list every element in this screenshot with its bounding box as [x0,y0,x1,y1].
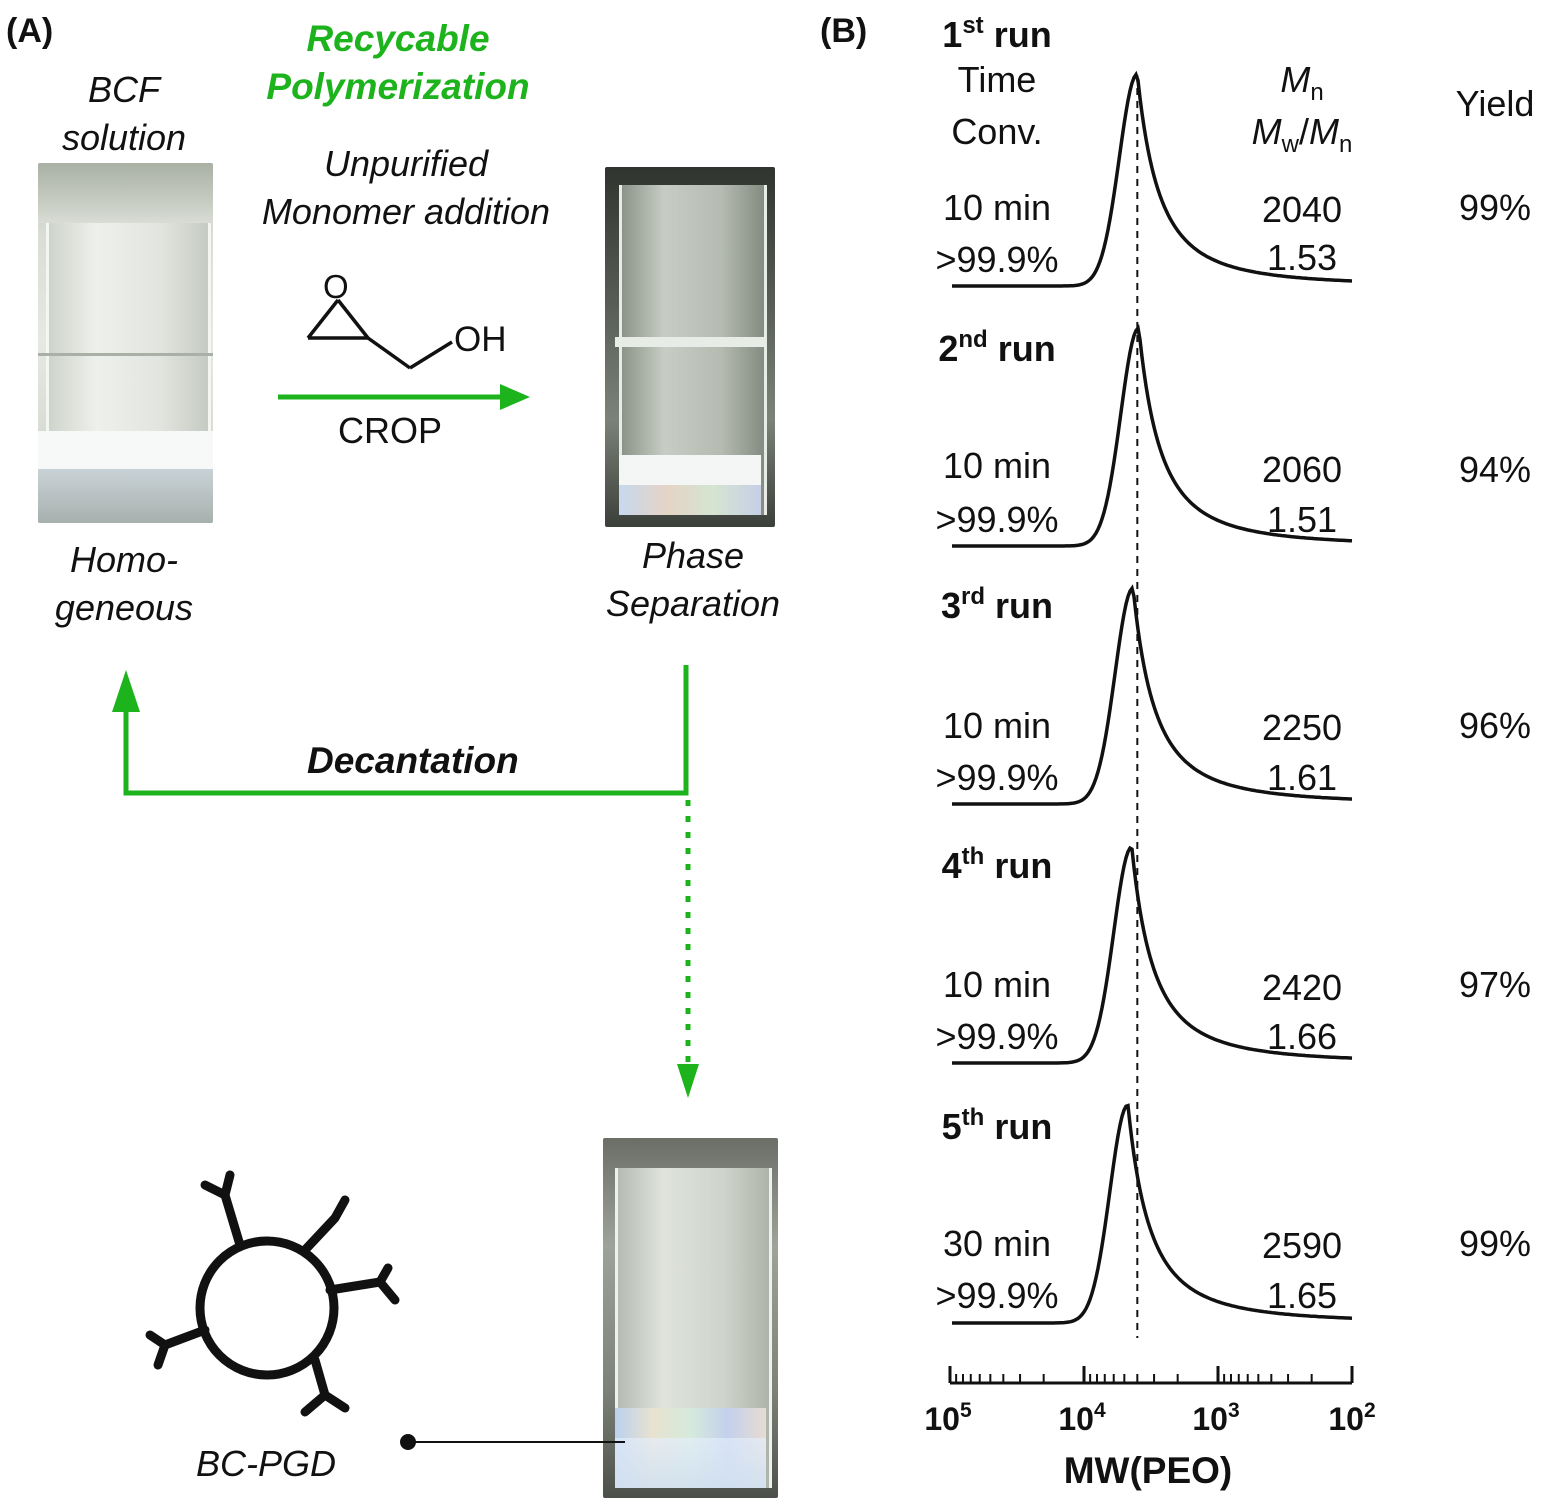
run-dispersity: 1.61 [1266,757,1338,798]
dotted-down-arrow [677,800,699,1098]
bc-pgd-label: BC-PGD [195,1443,337,1484]
glycidol-structure [306,298,453,370]
bcf-label-line1: BCF [88,69,160,110]
run-dispersity: 1.53 [1266,237,1338,278]
vial-photo-phase-separation [605,167,775,527]
sec-trace [952,1103,1353,1325]
monomer-label-line1: Unpurified [323,143,489,184]
header-yield: Yield [1455,83,1535,124]
run-title: 2nd run [938,326,1056,369]
epoxide-oxygen-label: O [323,268,349,305]
x-axis-label: MW(PEO) [1063,1450,1233,1491]
run-conversion: >99.9% [935,1275,1059,1316]
run-title: 1st run [942,12,1052,55]
run-yield: 99% [1458,1223,1532,1264]
hydroxyl-label: OH [454,320,507,359]
run-mn: 2420 [1261,967,1343,1008]
run-dispersity: 1.51 [1266,499,1338,540]
run-conversion: >99.9% [935,239,1059,280]
header-mn: Mn [1280,59,1324,106]
x-axis [948,1366,1354,1385]
header-conv: Conv. [951,111,1043,152]
run-mn: 2060 [1261,449,1343,490]
run-time: 10 min [942,705,1052,746]
catalyst-pointer [400,1434,625,1450]
crop-label: CROP [338,410,443,451]
run-time: 10 min [942,964,1052,1005]
vial-photo-homogeneous [38,163,213,523]
run-conversion: >99.9% [935,1016,1059,1057]
run-yield: 94% [1458,449,1532,490]
run-dispersity: 1.66 [1266,1016,1338,1057]
vial-photo-recovered-catalyst [603,1138,778,1498]
tick-label: 105 [924,1399,972,1437]
sec-trace [952,845,1353,1065]
run-title: 5th run [941,1104,1053,1147]
recycable-title-line2: Polymerization [266,66,530,107]
tick-label: 102 [1328,1399,1376,1437]
run-yield: 96% [1458,705,1532,746]
recycable-title-line1: Recycable [306,18,490,59]
homogeneous-label-line2: geneous [54,587,194,628]
run-title: 4th run [941,843,1053,886]
run-dispersity: 1.65 [1266,1275,1338,1316]
crop-reaction-arrow [278,384,530,410]
sec-traces [952,70,1353,1325]
header-time: Time [957,59,1037,100]
run-time: 10 min [942,445,1052,486]
run-mn: 2040 [1261,189,1343,230]
panel-b-label: (B) [820,12,868,50]
run-mn: 2250 [1261,707,1343,748]
header-dispersity: Mw/Mn [1251,111,1353,158]
tick-label: 103 [1192,1399,1240,1437]
run-mn: 2590 [1261,1225,1343,1266]
run-time: 10 min [942,187,1052,228]
bc-pgd-catalyst-icon [145,1170,400,1417]
phase-separation-label-line1: Phase [641,535,745,576]
sec-trace [952,70,1353,288]
run-conversion: >99.9% [935,499,1059,540]
run-yield: 97% [1458,964,1532,1005]
run-conversion: >99.9% [935,757,1059,798]
decantation-arrow [112,665,689,796]
bcf-label-line2: solution [61,117,187,158]
monomer-label-line2: Monomer addition [261,191,551,232]
homogeneous-label-line1: Homo- [69,539,179,580]
run-title: 3rd run [940,583,1054,626]
decantation-label: Decantation [307,740,519,781]
sec-trace [952,324,1353,548]
run-yield: 99% [1458,187,1532,228]
tick-label: 104 [1058,1399,1106,1437]
phase-separation-label-line2: Separation [605,583,781,624]
run-time: 30 min [942,1223,1052,1264]
panel-a-label: (A) [6,12,54,50]
sec-trace [952,584,1352,806]
